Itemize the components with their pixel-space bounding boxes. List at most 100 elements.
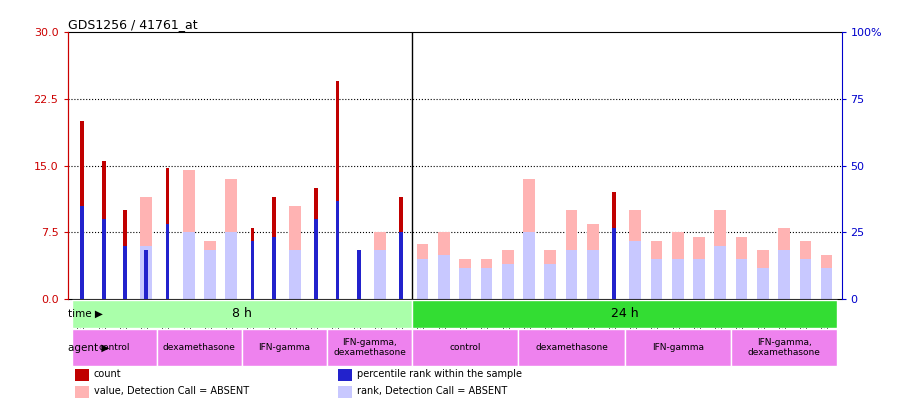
FancyBboxPatch shape xyxy=(338,369,352,381)
Text: count: count xyxy=(94,369,122,379)
Text: GDS1256 / 41761_at: GDS1256 / 41761_at xyxy=(68,18,197,31)
Bar xyxy=(459,268,471,299)
Bar xyxy=(523,232,535,299)
Bar xyxy=(821,255,833,299)
Bar xyxy=(757,250,769,299)
FancyBboxPatch shape xyxy=(625,329,731,366)
Bar xyxy=(565,250,577,299)
Bar xyxy=(438,232,450,299)
Text: IFN-gamma,
dexamethasone: IFN-gamma, dexamethasone xyxy=(748,338,821,357)
Text: dexamethasone: dexamethasone xyxy=(163,343,236,352)
Bar xyxy=(612,192,616,299)
Bar xyxy=(799,259,811,299)
Bar xyxy=(204,250,216,299)
Bar xyxy=(417,259,428,299)
Bar xyxy=(400,232,403,299)
Bar xyxy=(544,264,556,299)
FancyBboxPatch shape xyxy=(338,386,352,398)
Bar xyxy=(672,259,684,299)
Bar xyxy=(123,210,127,299)
Bar xyxy=(735,237,747,299)
Bar xyxy=(289,250,301,299)
Bar xyxy=(374,232,386,299)
Bar xyxy=(651,259,662,299)
Bar xyxy=(693,237,705,299)
Bar xyxy=(374,250,386,299)
FancyBboxPatch shape xyxy=(412,329,518,366)
Bar xyxy=(459,259,471,299)
Bar xyxy=(544,250,556,299)
Bar xyxy=(502,250,514,299)
Text: dexamethasone: dexamethasone xyxy=(535,343,608,352)
Bar xyxy=(102,161,105,299)
Bar xyxy=(821,268,833,299)
Bar xyxy=(481,259,492,299)
Bar xyxy=(778,250,790,299)
FancyBboxPatch shape xyxy=(76,369,89,381)
FancyBboxPatch shape xyxy=(518,329,625,366)
Bar xyxy=(314,188,319,299)
Bar xyxy=(314,219,319,299)
Bar xyxy=(80,122,85,299)
Bar xyxy=(144,250,148,299)
Bar xyxy=(629,241,641,299)
Bar xyxy=(715,246,726,299)
Bar xyxy=(651,241,662,299)
Bar xyxy=(102,219,105,299)
Bar xyxy=(289,206,301,299)
Bar xyxy=(250,228,255,299)
FancyBboxPatch shape xyxy=(72,300,412,328)
Text: percentile rank within the sample: percentile rank within the sample xyxy=(357,369,522,379)
Bar xyxy=(523,179,535,299)
Bar xyxy=(140,246,152,299)
Bar xyxy=(417,244,428,299)
FancyBboxPatch shape xyxy=(327,329,412,366)
Bar xyxy=(140,197,152,299)
Bar xyxy=(225,232,237,299)
Bar xyxy=(166,224,169,299)
Bar xyxy=(357,259,361,299)
FancyBboxPatch shape xyxy=(76,386,89,398)
Text: IFN-gamma: IFN-gamma xyxy=(258,343,310,352)
Bar xyxy=(204,241,216,299)
Bar xyxy=(123,246,127,299)
FancyBboxPatch shape xyxy=(157,329,242,366)
FancyBboxPatch shape xyxy=(731,329,837,366)
Bar xyxy=(672,232,684,299)
FancyBboxPatch shape xyxy=(72,329,157,366)
Bar xyxy=(715,210,726,299)
Text: agent ▶: agent ▶ xyxy=(68,343,109,353)
Bar xyxy=(250,241,255,299)
Bar xyxy=(502,264,514,299)
Bar xyxy=(336,201,339,299)
Bar xyxy=(272,197,275,299)
Text: value, Detection Call = ABSENT: value, Detection Call = ABSENT xyxy=(94,386,249,396)
Text: rank, Detection Call = ABSENT: rank, Detection Call = ABSENT xyxy=(357,386,508,396)
Bar xyxy=(629,210,641,299)
Bar xyxy=(438,255,450,299)
Bar xyxy=(336,81,339,299)
Text: time ▶: time ▶ xyxy=(68,309,103,319)
Bar xyxy=(183,232,194,299)
Bar xyxy=(612,228,616,299)
Text: control: control xyxy=(98,343,130,352)
Bar xyxy=(778,228,790,299)
Bar xyxy=(166,168,169,299)
Bar xyxy=(400,197,403,299)
Bar xyxy=(80,206,85,299)
Bar xyxy=(757,268,769,299)
FancyBboxPatch shape xyxy=(242,329,327,366)
Bar xyxy=(183,170,194,299)
Bar xyxy=(565,210,577,299)
Bar xyxy=(799,241,811,299)
Text: 8 h: 8 h xyxy=(232,307,252,320)
Bar xyxy=(587,250,599,299)
Text: 24 h: 24 h xyxy=(611,307,638,320)
Bar xyxy=(481,268,492,299)
Text: IFN-gamma: IFN-gamma xyxy=(652,343,704,352)
FancyBboxPatch shape xyxy=(412,300,837,328)
Bar xyxy=(272,237,275,299)
Text: control: control xyxy=(449,343,481,352)
Text: IFN-gamma,
dexamethasone: IFN-gamma, dexamethasone xyxy=(333,338,406,357)
Bar xyxy=(225,179,237,299)
